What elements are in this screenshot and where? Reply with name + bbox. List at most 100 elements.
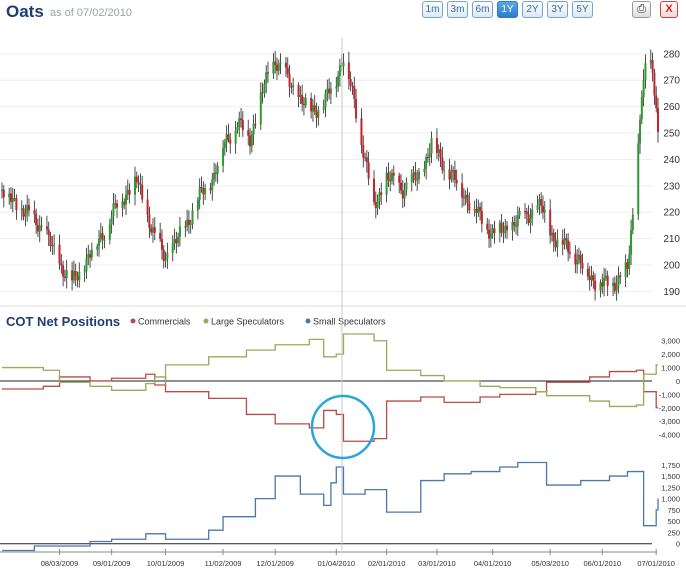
small-tick-label: 1,750 bbox=[661, 461, 680, 470]
price-candles bbox=[1, 49, 659, 301]
candle-body bbox=[315, 111, 318, 118]
candle-body bbox=[437, 149, 440, 153]
candle-body bbox=[543, 209, 546, 213]
candle-body bbox=[204, 188, 207, 195]
candle-body bbox=[286, 67, 289, 75]
candle-body bbox=[511, 222, 514, 231]
range-button-6m[interactable]: 6m bbox=[472, 1, 493, 18]
candle-body bbox=[301, 94, 304, 104]
candle-body bbox=[606, 275, 609, 286]
candle-body bbox=[529, 218, 532, 223]
candle-body bbox=[329, 88, 332, 94]
candle-body bbox=[477, 206, 480, 213]
candle-body bbox=[45, 226, 48, 230]
range-button-3y[interactable]: 3Y bbox=[547, 1, 568, 18]
candle-body bbox=[577, 254, 580, 260]
candle-body bbox=[110, 216, 113, 225]
candle-body bbox=[563, 238, 566, 245]
candle-body bbox=[184, 226, 187, 228]
candle-body bbox=[128, 189, 131, 195]
candle-body bbox=[265, 72, 268, 85]
candle-body bbox=[288, 74, 291, 87]
candle-body bbox=[272, 61, 275, 74]
candle-body bbox=[475, 209, 478, 213]
x-tick-label: 12/01/2009 bbox=[256, 559, 294, 568]
candle-body bbox=[426, 157, 429, 159]
candle-body bbox=[20, 208, 23, 210]
small-tick-label: 1,000 bbox=[661, 495, 680, 504]
x-tick-label: 06/01/2010 bbox=[584, 559, 622, 568]
candle-body bbox=[87, 254, 90, 259]
candle-body bbox=[279, 62, 282, 64]
candle-body bbox=[353, 86, 356, 100]
candle-body bbox=[299, 94, 302, 98]
candle-body bbox=[78, 271, 81, 281]
candle-body bbox=[292, 85, 295, 88]
candle-body bbox=[2, 189, 5, 198]
x-tick-label: 05/03/2010 bbox=[531, 559, 569, 568]
price-tick-label: 200 bbox=[663, 261, 680, 272]
cot-y-axis: 3,000 2,000 1,000 0 -1,000 -2,000 -3,000 -4,000 bbox=[0, 337, 680, 440]
x-tick-label: 08/03/2009 bbox=[41, 559, 79, 568]
range-button-5y[interactable]: 5Y bbox=[572, 1, 593, 18]
candle-body bbox=[626, 262, 629, 269]
candle-body bbox=[464, 194, 467, 199]
candle-body bbox=[159, 232, 162, 240]
candle-body bbox=[640, 97, 643, 120]
candle-body bbox=[337, 75, 340, 87]
candle-body bbox=[222, 147, 225, 166]
candle-body bbox=[536, 205, 539, 210]
small-tick-label: 1,250 bbox=[661, 483, 680, 492]
candle-body bbox=[401, 190, 404, 199]
candle-body bbox=[123, 201, 126, 205]
candle-body bbox=[274, 61, 277, 65]
candle-body bbox=[196, 199, 199, 211]
candle-body bbox=[263, 84, 266, 94]
candle-body bbox=[399, 182, 402, 191]
candle-body bbox=[261, 92, 264, 94]
x-tick-label: 04/01/2010 bbox=[474, 559, 512, 568]
range-button-3m[interactable]: 3m bbox=[447, 1, 468, 18]
candle-body bbox=[51, 245, 54, 247]
close-button[interactable]: X bbox=[660, 1, 678, 18]
commercials-line bbox=[2, 369, 658, 442]
candle-body bbox=[644, 63, 647, 80]
candle-body bbox=[561, 239, 564, 245]
cot-tick-label: 3,000 bbox=[661, 337, 680, 346]
candle-body bbox=[443, 169, 446, 171]
candle-body bbox=[137, 182, 140, 184]
cot-title: COT Net Positions bbox=[6, 314, 120, 329]
candle-body bbox=[360, 118, 363, 146]
candle-body bbox=[506, 225, 509, 231]
candle-body bbox=[651, 60, 654, 73]
candle-body bbox=[527, 214, 530, 223]
print-button[interactable]: ⎙ bbox=[632, 1, 651, 18]
candle-body bbox=[428, 153, 431, 158]
candle-body bbox=[462, 197, 465, 199]
candle-body bbox=[540, 198, 543, 206]
candle-body bbox=[466, 194, 469, 203]
candle-body bbox=[189, 223, 192, 225]
small-speculators-line bbox=[2, 461, 659, 552]
range-button-2y[interactable]: 2Y bbox=[522, 1, 543, 18]
small-spec-y-axis: 1,750 1,500 1,250 1,000 750 500 250 0 bbox=[0, 461, 680, 549]
legend-commercials: Commercials bbox=[138, 317, 191, 327]
candle-body bbox=[249, 135, 252, 147]
candle-body bbox=[338, 65, 341, 76]
candle-body bbox=[26, 205, 29, 214]
x-tick-label: 10/01/2009 bbox=[147, 559, 185, 568]
range-button-1m[interactable]: 1m bbox=[422, 1, 443, 18]
candle-body bbox=[160, 239, 163, 250]
candle-body bbox=[567, 240, 570, 253]
candle-body bbox=[254, 123, 257, 125]
candle-body bbox=[538, 198, 541, 206]
candle-body bbox=[1, 189, 3, 192]
x-axis: 08/03/2009 09/01/2009 10/01/2009 11/02/2009… bbox=[0, 549, 675, 568]
candle-body bbox=[96, 246, 99, 250]
range-button-1y[interactable]: 1Y bbox=[497, 1, 518, 18]
candle-body bbox=[524, 211, 527, 213]
small-tick-label: 0 bbox=[676, 540, 680, 549]
candle-body bbox=[311, 105, 314, 112]
candle-body bbox=[439, 149, 442, 158]
cot-tick-label: -3,000 bbox=[659, 417, 680, 426]
